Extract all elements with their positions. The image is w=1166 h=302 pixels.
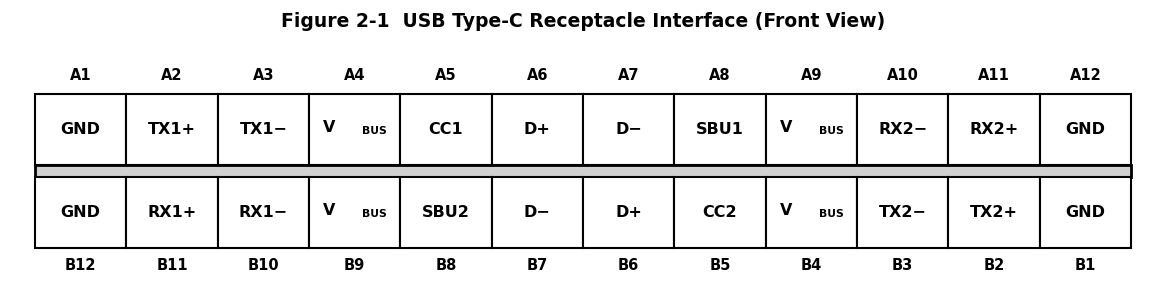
Text: BUS: BUS [363,209,387,219]
Text: A11: A11 [978,68,1010,83]
Text: TX2−: TX2− [879,205,927,220]
Text: D+: D+ [524,122,550,137]
Text: RX1+: RX1+ [147,205,197,220]
Text: RX2−: RX2− [878,122,927,137]
Text: A4: A4 [344,68,365,83]
Bar [583,177,674,248]
Bar [674,177,766,248]
Bar [766,177,857,248]
Bar [126,177,218,248]
Bar [309,94,400,165]
Text: GND: GND [61,205,100,220]
Bar [766,94,857,165]
Text: B3: B3 [892,258,913,273]
Text: SBU2: SBU2 [422,205,470,220]
Text: CC1: CC1 [429,122,463,137]
Text: GND: GND [1066,205,1105,220]
Bar [218,177,309,248]
Bar [35,177,126,248]
Text: TX1−: TX1− [239,122,287,137]
Text: D−: D− [524,205,550,220]
Text: A9: A9 [801,68,822,83]
Text: D+: D+ [616,205,642,220]
Text: B10: B10 [247,258,279,273]
Text: TX2+: TX2+ [970,205,1018,220]
Bar [218,94,309,165]
Text: V: V [323,203,335,218]
Bar [35,165,1131,177]
Bar [948,94,1040,165]
Text: B6: B6 [618,258,639,273]
Text: B11: B11 [156,258,188,273]
Text: A6: A6 [527,68,548,83]
Text: B12: B12 [65,258,97,273]
Bar [400,94,492,165]
Text: BUS: BUS [819,209,843,219]
Text: B4: B4 [801,258,822,273]
Bar [1040,177,1131,248]
Text: B8: B8 [435,258,457,273]
Text: TX1+: TX1+ [148,122,196,137]
Bar [857,177,948,248]
Text: V: V [780,120,792,135]
Text: A2: A2 [161,68,183,83]
Bar [492,177,583,248]
Text: CC2: CC2 [703,205,737,220]
Bar [492,94,583,165]
Text: D−: D− [616,122,642,137]
Text: A7: A7 [618,68,639,83]
Text: SBU1: SBU1 [696,122,744,137]
Text: A1: A1 [70,68,91,83]
Text: B1: B1 [1075,258,1096,273]
Bar [35,94,126,165]
Text: BUS: BUS [819,126,843,136]
Text: B2: B2 [983,258,1005,273]
Text: A12: A12 [1069,68,1101,83]
Text: A10: A10 [886,68,919,83]
Text: RX2+: RX2+ [969,122,1019,137]
Bar [857,94,948,165]
Bar [400,177,492,248]
Text: V: V [780,203,792,218]
Text: GND: GND [61,122,100,137]
Text: A3: A3 [253,68,274,83]
Text: A5: A5 [435,68,457,83]
Text: B7: B7 [527,258,548,273]
Text: BUS: BUS [363,126,387,136]
Bar [583,94,674,165]
Text: Figure 2-1  USB Type-C Receptacle Interface (Front View): Figure 2-1 USB Type-C Receptacle Interfa… [281,12,885,31]
Text: B9: B9 [344,258,365,273]
Text: RX1−: RX1− [239,205,288,220]
Text: V: V [323,120,335,135]
Bar [1040,94,1131,165]
Text: GND: GND [1066,122,1105,137]
Text: B5: B5 [709,258,731,273]
Bar [309,177,400,248]
Text: A8: A8 [709,68,731,83]
Bar [948,177,1040,248]
Bar [126,94,218,165]
Bar [674,94,766,165]
